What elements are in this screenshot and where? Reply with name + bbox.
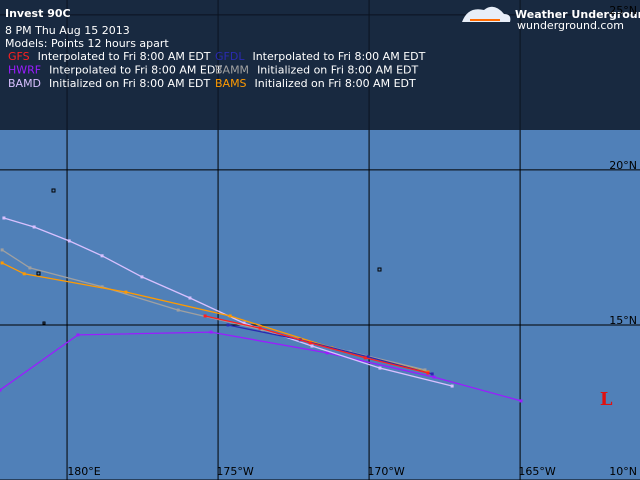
track-point — [430, 372, 434, 376]
track-point — [325, 351, 329, 355]
grid-labels: 25°N 20°N 15°N 10°N 180°E 175°W 170°W 165°W L — [67, 4, 637, 478]
track-point — [432, 375, 436, 379]
track-point — [366, 355, 370, 359]
island — [42, 321, 46, 325]
cloud — [462, 6, 511, 22]
track-point — [67, 239, 71, 243]
island — [36, 271, 41, 276]
tracks — [0, 216, 523, 403]
track-point — [140, 275, 144, 279]
legend-model: HWRF — [8, 64, 41, 77]
track-point — [308, 341, 312, 345]
track-point — [2, 216, 6, 220]
track-point — [76, 333, 80, 337]
track-line — [3, 217, 453, 387]
legend-description: Interpolated to Fri 8:00 AM EDT — [49, 64, 222, 77]
logo-text: Weather Underground® — [515, 8, 640, 21]
title: Invest 90C — [5, 7, 71, 20]
track-point — [450, 384, 454, 388]
legend-description: Initialized on Fri 8:00 AM EDT — [257, 64, 418, 77]
lat-label: 25°N — [609, 4, 637, 17]
legend-description: Interpolated to Fri 8:00 AM EDT — [252, 50, 425, 63]
models-note: Models: Points 12 hours apart — [5, 37, 169, 50]
track-point — [228, 314, 232, 318]
legend-description: Initialized on Fri 8:00 AM EDT — [255, 77, 416, 90]
legend-model: BAMS — [215, 77, 247, 90]
legend: GFS Interpolated to Fri 8:00 AM EDT GFDL In… — [8, 50, 426, 90]
legend-description: Interpolated to Fri 8:00 AM EDT — [38, 50, 211, 63]
track-point — [260, 328, 264, 332]
track-point — [100, 285, 104, 289]
datetime: 8 PM Thu Aug 15 2013 — [5, 24, 130, 37]
legend-model: GFDL — [215, 50, 245, 63]
track-line — [0, 331, 522, 402]
track-point — [0, 261, 4, 265]
lon-label: 165°W — [518, 465, 555, 478]
track-point — [176, 308, 180, 312]
track-point — [226, 323, 230, 327]
track-point — [423, 368, 427, 372]
track-point — [188, 296, 192, 300]
legend-model: BAMM — [215, 64, 249, 77]
island — [377, 267, 382, 272]
track-point — [28, 266, 32, 270]
lon-label: 170°W — [367, 465, 404, 478]
logo-icon — [462, 6, 511, 22]
track-point — [363, 356, 367, 360]
lat-label: 20°N — [609, 159, 637, 172]
track-point — [310, 344, 314, 348]
track-point — [426, 371, 430, 375]
track-point — [0, 248, 4, 252]
track-point — [124, 290, 128, 294]
track-point — [32, 225, 36, 229]
low-marker: L — [600, 389, 613, 410]
lon-label: 175°W — [216, 465, 253, 478]
track-point — [209, 330, 213, 334]
island — [51, 188, 56, 193]
islands — [36, 188, 382, 325]
track-point — [100, 254, 104, 258]
track-point — [0, 388, 2, 392]
lon-label: 180°E — [67, 465, 100, 478]
track-point — [519, 399, 523, 403]
track-point — [242, 321, 246, 325]
track-point — [22, 272, 26, 276]
track-point — [203, 314, 207, 318]
track-point — [378, 366, 382, 370]
legend-description: Initialized on Fri 8:00 AM EDT — [49, 77, 210, 90]
header-panel — [0, 0, 640, 130]
lat-label: 15°N — [609, 314, 637, 327]
legend-model: BAMD — [8, 77, 41, 90]
logo-url: wunderground.com — [517, 19, 624, 32]
legend-model: GFS — [8, 50, 30, 63]
lat-label: 10°N — [609, 465, 637, 478]
track-line — [227, 324, 433, 375]
track-point — [258, 326, 262, 330]
